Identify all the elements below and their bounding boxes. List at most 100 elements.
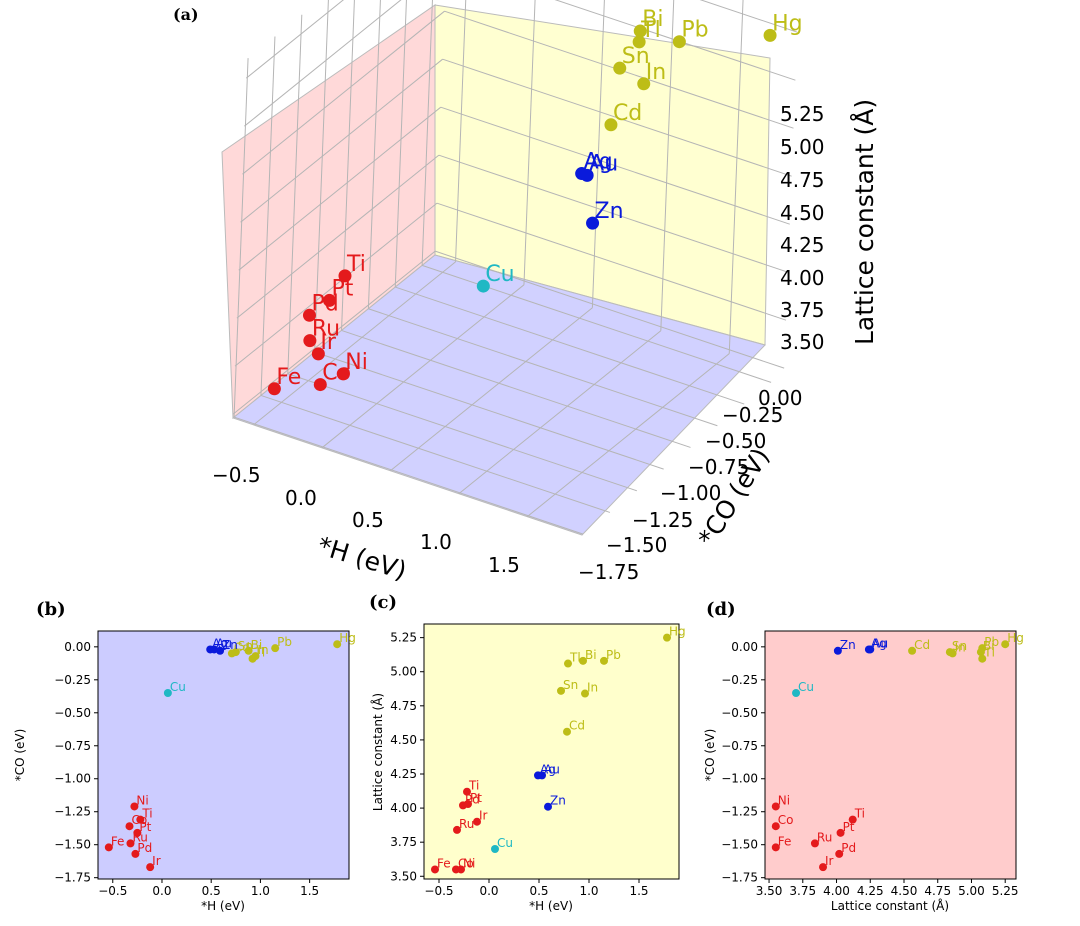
b-point-hg xyxy=(333,640,342,649)
c-point-fe xyxy=(431,865,439,874)
c-point-label-cd: Cd xyxy=(569,719,585,733)
a-xlabel: *H (eV) xyxy=(314,531,410,585)
grid-back-x xyxy=(660,0,675,331)
c-point-ni xyxy=(457,865,465,874)
c-point-cd xyxy=(563,727,571,736)
a-point-label-cd: Cd xyxy=(613,101,642,126)
a-point-label-hg: Hg xyxy=(772,11,803,36)
d-point-label-hg: Hg xyxy=(1007,631,1024,645)
grid-back-x xyxy=(455,0,467,262)
grid-floor-y xyxy=(341,329,691,448)
a-ytick-4: −1.00 xyxy=(660,481,721,505)
a-point-label-zn: Zn xyxy=(595,199,624,224)
grid-back-z xyxy=(434,250,785,369)
b-point-pb xyxy=(271,644,280,653)
grid-left-y xyxy=(233,58,249,418)
a-point-label-cu: Cu xyxy=(485,262,514,287)
a-ztick-1: 5.00 xyxy=(780,135,825,159)
a-point-label-pb: Pb xyxy=(681,18,708,43)
panel-c-axes: −0.5 0.0 0.5 1.0 1.5 3.50 3.75 4.00 4.25 4.50 4.75… xyxy=(390,631,648,898)
b-point-label-pt: Pt xyxy=(139,820,151,834)
b-ylabel: *CO (eV) xyxy=(13,729,27,782)
c-point-label-ru: Ru xyxy=(459,817,474,831)
c-ylabel: Lattice constant (Å) xyxy=(370,693,385,811)
c-point-label-hg: Hg xyxy=(669,625,686,639)
b-point-ir xyxy=(146,863,155,872)
c-point-in xyxy=(581,689,589,698)
c-ytick-label: 3.50 xyxy=(390,869,417,883)
c-point-label-pb: Pb xyxy=(606,648,621,662)
c-point-ru xyxy=(453,825,461,834)
a-point-label-ni: Ni xyxy=(345,350,368,375)
grid-floor-y xyxy=(368,308,718,427)
panel-b-axes: −0.5 0.0 0.5 1.0 1.5 0.00 −0.25 −0.50 −0.75 −1.00… xyxy=(54,640,319,898)
a-ztick-0: 5.25 xyxy=(780,102,825,126)
b-xlabel: *H (eV) xyxy=(201,899,245,913)
d-ylabel: *CO (eV) xyxy=(703,729,717,782)
a-point-label-ti: Ti xyxy=(346,252,366,277)
a-point-ru xyxy=(303,334,317,348)
panel-d-axes: 3.50 3.75 4.00 4.25 4.50 4.75 5.00 5.25 0.00 −0.2… xyxy=(721,640,1018,898)
b-point-label-fe: Fe xyxy=(111,834,125,848)
d-ytick-label: 0.00 xyxy=(731,640,758,654)
b-point-pd xyxy=(131,849,140,858)
b-ytick-label: −1.75 xyxy=(54,871,91,885)
grid-left-z xyxy=(245,0,344,79)
floor-pane xyxy=(231,254,766,536)
a-point-cu xyxy=(476,279,490,293)
b-xtick-label: 1.5 xyxy=(300,884,319,898)
a-point-fe xyxy=(267,382,281,396)
d-point-in xyxy=(948,649,957,658)
grid-floor-y xyxy=(395,286,745,405)
c-ytick-label: 4.00 xyxy=(390,801,417,815)
d-point-label-au: Au xyxy=(872,636,888,650)
b-xtick-label: −0.5 xyxy=(98,884,127,898)
c-point-zn xyxy=(544,802,552,811)
a-xtick-2: 0.5 xyxy=(352,508,384,532)
grid-floor-y xyxy=(233,416,584,535)
a-point-pd xyxy=(302,308,316,322)
a-ytick-0: 0.00 xyxy=(758,386,803,410)
c-ytick-label: 4.50 xyxy=(390,733,417,747)
grid-left-y xyxy=(421,0,433,266)
grid-left-z xyxy=(240,58,443,223)
c-point-bi xyxy=(579,656,587,665)
d-xtick-label: 4.25 xyxy=(857,884,884,898)
grid-back-x xyxy=(591,0,605,308)
a-point-cd xyxy=(604,118,618,132)
d-ytick-label: −1.00 xyxy=(721,772,758,786)
d-ytick-label: −1.50 xyxy=(721,838,758,852)
c-point-cu xyxy=(491,845,499,853)
d-point-ti xyxy=(848,815,857,824)
a-point-tl xyxy=(632,35,646,49)
d-point-label-tl: Tl xyxy=(983,646,995,660)
grid-back-z xyxy=(438,154,789,273)
b-point-fe xyxy=(104,843,113,852)
a-point-label-sn: Sn xyxy=(622,44,650,69)
panel-b-scatter: (b) −0.5 0.0 0.5 1.0 1.50.00−0.25−0.50−0.75−… xyxy=(13,599,356,913)
d-point-cd xyxy=(908,646,917,655)
c-point-ir xyxy=(473,817,481,826)
panel-d-plot-area xyxy=(764,630,1017,880)
b-point-label-in: In xyxy=(257,643,268,657)
a-point-co xyxy=(313,378,327,392)
d-xlabel: Lattice constant (Å) xyxy=(831,898,949,913)
c-point-pd xyxy=(459,801,467,810)
d-point-label-ni: Ni xyxy=(778,793,790,807)
d-point-ru xyxy=(810,839,819,848)
c-point-ti xyxy=(463,787,471,796)
a-point-label-tl: Tl xyxy=(640,18,661,43)
grid-back-z xyxy=(442,58,792,177)
b-ytick-label: −1.25 xyxy=(54,805,91,819)
c-ytick-label: 3.75 xyxy=(390,835,417,849)
a-ytick-2: −0.50 xyxy=(705,429,766,453)
d-ytick-label: −0.50 xyxy=(721,706,758,720)
grid-left-z xyxy=(244,0,402,127)
b-ytick-label: −0.50 xyxy=(54,706,91,720)
b-point-label-zn: Zn xyxy=(222,638,238,652)
